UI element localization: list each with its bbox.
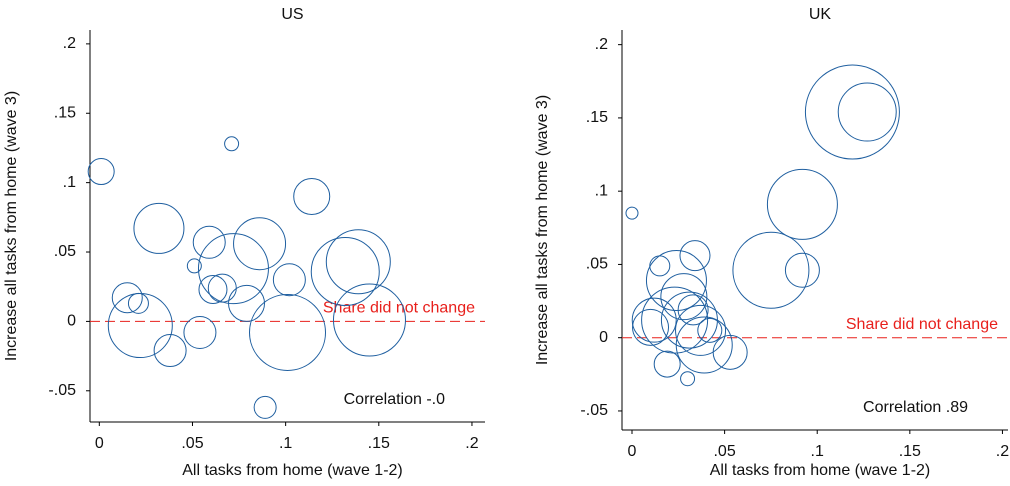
y-tick-label: .1 xyxy=(595,182,608,199)
y-tick-label: .15 xyxy=(586,109,608,126)
x-tick-label: .15 xyxy=(899,443,921,460)
bubble xyxy=(198,274,228,304)
bubble xyxy=(310,236,380,306)
y-tick-label: 0 xyxy=(599,329,608,346)
bubble xyxy=(653,350,681,378)
bubble xyxy=(111,282,143,314)
bubble xyxy=(233,217,287,271)
y-tick-label: .2 xyxy=(595,36,608,53)
reference-label: Share did not change xyxy=(846,316,998,333)
y-tick-label: .2 xyxy=(63,35,76,52)
x-axis-label: All tasks from home (wave 1-2) xyxy=(710,462,931,479)
bubble xyxy=(127,292,149,314)
bubble xyxy=(712,334,748,370)
bubble xyxy=(224,136,240,152)
bubble xyxy=(675,304,727,356)
annotation: Correlation -.0 xyxy=(344,391,445,408)
bubble xyxy=(679,240,711,272)
annotation: Correlation .89 xyxy=(863,399,968,416)
x-tick-label: .2 xyxy=(996,443,1009,460)
bubble xyxy=(784,252,820,288)
x-axis-label: All tasks from home (wave 1-2) xyxy=(182,462,403,479)
bubble xyxy=(680,371,696,387)
bubble xyxy=(632,308,670,346)
bubble xyxy=(183,315,217,349)
y-tick-label: .05 xyxy=(54,243,76,260)
bubble xyxy=(332,283,406,357)
bubble xyxy=(133,202,185,254)
bubble xyxy=(677,294,709,326)
bubble xyxy=(186,258,202,274)
bubble xyxy=(325,229,391,295)
bubble xyxy=(253,395,277,419)
y-tick-label: 0 xyxy=(67,313,76,330)
x-tick-label: .2 xyxy=(465,435,478,452)
bubble xyxy=(837,82,897,142)
bubble xyxy=(625,206,639,220)
bubble xyxy=(631,297,677,343)
bubble xyxy=(87,158,115,186)
chart-title: UK xyxy=(809,6,832,23)
bubble xyxy=(645,250,707,312)
bubble xyxy=(641,286,709,354)
x-tick-label: .05 xyxy=(713,443,735,460)
bubble xyxy=(107,293,173,359)
bubble xyxy=(675,316,733,374)
bubble xyxy=(293,178,331,216)
bubble xyxy=(766,168,838,240)
bubble xyxy=(228,284,266,322)
bubble xyxy=(197,233,269,305)
bubble xyxy=(697,317,723,343)
bubble xyxy=(660,273,708,321)
x-tick-label: .15 xyxy=(368,435,390,452)
y-tick-label: -.05 xyxy=(48,382,76,399)
y-tick-label: .15 xyxy=(54,104,76,121)
y-tick-label: -.05 xyxy=(580,402,608,419)
bubble xyxy=(649,255,671,277)
bubble xyxy=(207,273,237,303)
bubble xyxy=(192,225,226,259)
bubble xyxy=(804,64,900,160)
x-tick-label: 0 xyxy=(95,435,104,452)
bubble xyxy=(732,231,810,309)
x-tick-label: .05 xyxy=(181,435,203,452)
x-tick-label: .1 xyxy=(811,443,824,460)
bubble xyxy=(272,263,306,297)
bubble xyxy=(249,293,326,371)
x-tick-label: 0 xyxy=(628,443,637,460)
y-tick-label: .05 xyxy=(586,256,608,273)
chart-title: US xyxy=(281,6,303,23)
bubble xyxy=(660,291,718,349)
bubble xyxy=(153,334,187,368)
x-tick-label: .1 xyxy=(279,435,292,452)
y-axis-label: Increase all tasks from home (wave 3) xyxy=(534,95,551,365)
reference-label: Share did not change xyxy=(323,300,475,317)
y-tick-label: .1 xyxy=(63,174,76,191)
y-axis-label: Increase all tasks from home (wave 3) xyxy=(3,91,20,361)
